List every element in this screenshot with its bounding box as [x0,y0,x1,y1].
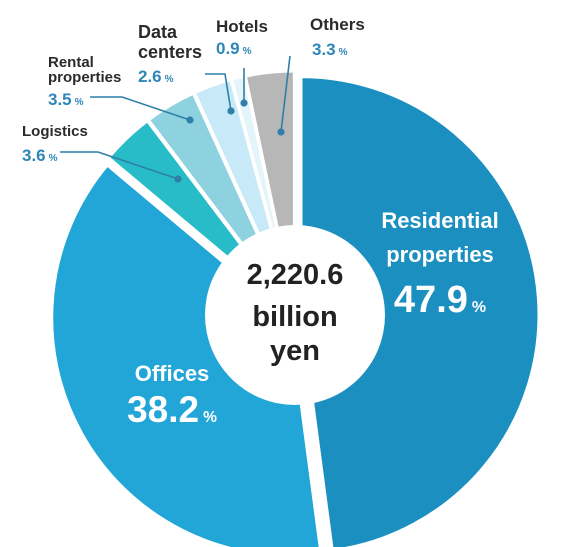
slice-label-residential-properties-line-1: Residential [381,208,498,233]
slice-offices [50,162,322,547]
leader-line-data-centers [205,73,232,112]
slice-label-logistics-line-1: Logistics [22,123,88,140]
center-value: 2,220.6 [247,259,344,291]
leader-dot-data-centers [227,107,235,115]
slice-label-residential-properties-line-2: properties [386,242,494,267]
center-unit-line-1: billion [252,301,337,333]
slice-value-hotels: 0.9% [216,39,252,58]
leader-dot-logistics [174,175,182,183]
leader-lines [60,55,291,183]
leader-line-logistics [60,151,179,180]
slice-value-others: 3.3% [312,40,348,59]
leader-line-rental-properties [90,96,191,121]
leader-line-others [280,55,291,133]
slice-value-residential-properties: 47.9% [394,279,486,321]
slice-value-logistics: 3.6% [22,146,58,165]
leader-dot-hotels [240,99,248,107]
slice-value-data-centers: 2.6% [138,67,174,86]
slice-label-data-centers-line-2: centers [138,42,202,62]
slice-label-data-centers-line-1: Data [138,22,178,42]
slice-label-hotels-line-1: Hotels [216,17,268,36]
slice-label-rental-properties-line-2: properties [48,69,121,86]
slice-value-rental-properties: 3.5% [48,90,84,109]
slice-label-offices-line-1: Offices [135,361,210,386]
slice-label-rental-properties-line-1: Rental [48,54,94,71]
slice-value-offices: 38.2% [127,389,217,430]
slice-label-others-line-1: Others [310,15,365,34]
leader-dot-others [277,128,285,136]
slice-residential-properties [299,75,541,547]
center-hole [205,225,385,405]
center-unit-line-2: yen [270,335,320,367]
leader-dot-rental-properties [186,116,194,124]
slice-labels: Residential properties 47.9 % Offices 38.2 % Lo… [22,15,499,430]
center-label: 2,220.6 billion yen [247,259,344,367]
